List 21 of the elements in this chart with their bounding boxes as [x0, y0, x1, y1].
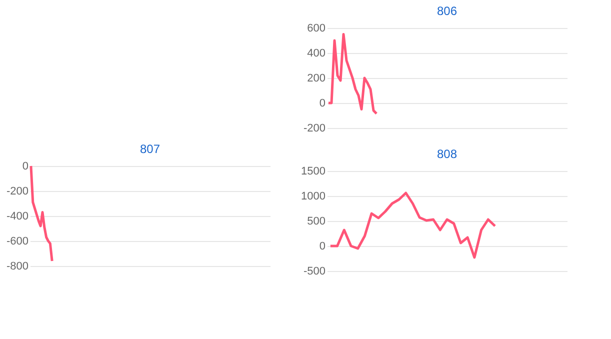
- line-series: [30, 164, 54, 262]
- y-tick-label: -400: [6, 210, 28, 222]
- y-tick-label: -200: [6, 186, 28, 198]
- y-tick-label: 0: [319, 98, 326, 110]
- y-tick-label: 1500: [301, 166, 326, 178]
- y-tick-label: 0: [22, 160, 28, 172]
- chart-title: 808: [436, 147, 458, 161]
- y-tick-label: 400: [307, 48, 326, 60]
- y-tick-label: -800: [6, 260, 28, 272]
- chart-title: 807: [140, 142, 160, 156]
- y-tick-label: 600: [307, 22, 326, 34]
- y-tick-label: 200: [307, 72, 326, 84]
- y-tick-label: 500: [307, 216, 326, 228]
- y-tick-label: -600: [6, 236, 28, 248]
- chart-title: 806: [436, 4, 458, 18]
- y-tick-label: 0: [319, 240, 326, 252]
- y-tick-label: -500: [303, 266, 326, 278]
- y-tick-label: 1000: [301, 190, 326, 202]
- line-series: [327, 33, 378, 115]
- y-tick-label: -200: [303, 122, 326, 134]
- line-series: [329, 192, 496, 259]
